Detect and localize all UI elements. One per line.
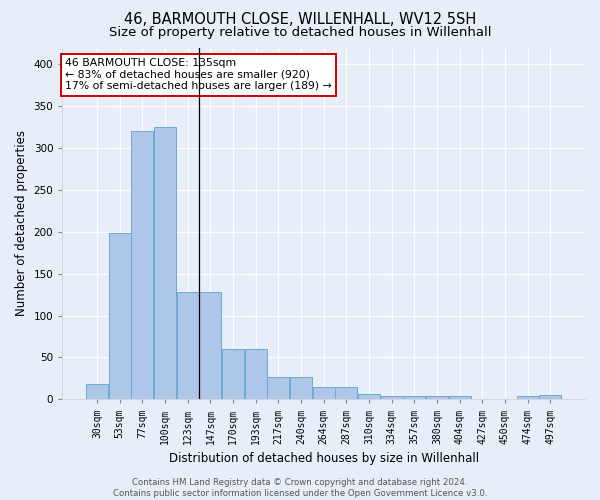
Text: 46, BARMOUTH CLOSE, WILLENHALL, WV12 5SH: 46, BARMOUTH CLOSE, WILLENHALL, WV12 5SH xyxy=(124,12,476,28)
Text: 46 BARMOUTH CLOSE: 135sqm
← 83% of detached houses are smaller (920)
17% of semi: 46 BARMOUTH CLOSE: 135sqm ← 83% of detac… xyxy=(65,58,332,92)
Bar xyxy=(199,292,221,400)
Y-axis label: Number of detached properties: Number of detached properties xyxy=(15,130,28,316)
Bar xyxy=(245,349,266,400)
Bar xyxy=(380,396,403,400)
Bar xyxy=(290,377,312,400)
X-axis label: Distribution of detached houses by size in Willenhall: Distribution of detached houses by size … xyxy=(169,452,479,465)
Bar xyxy=(471,398,493,400)
Bar xyxy=(494,398,516,400)
Bar xyxy=(539,395,561,400)
Bar xyxy=(403,396,425,400)
Bar xyxy=(268,377,289,400)
Bar xyxy=(154,127,176,400)
Bar xyxy=(131,132,154,400)
Bar xyxy=(449,396,470,400)
Text: Size of property relative to detached houses in Willenhall: Size of property relative to detached ho… xyxy=(109,26,491,39)
Bar xyxy=(177,292,199,400)
Bar xyxy=(426,396,448,400)
Text: Contains HM Land Registry data © Crown copyright and database right 2024.
Contai: Contains HM Land Registry data © Crown c… xyxy=(113,478,487,498)
Bar xyxy=(313,387,335,400)
Bar xyxy=(335,387,358,400)
Bar xyxy=(222,349,244,400)
Bar xyxy=(86,384,108,400)
Bar xyxy=(358,394,380,400)
Bar xyxy=(109,234,131,400)
Bar xyxy=(517,396,539,400)
